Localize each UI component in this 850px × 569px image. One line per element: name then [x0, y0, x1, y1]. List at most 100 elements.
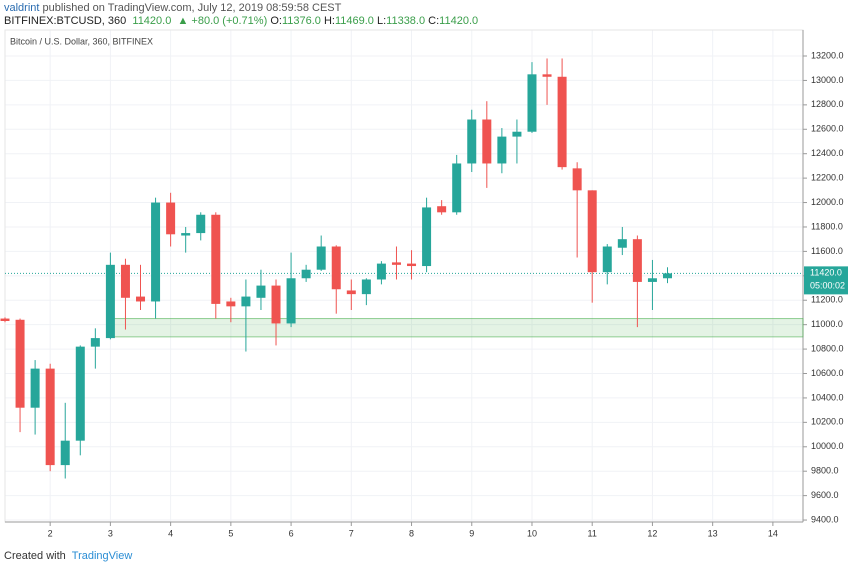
candle-body [211, 214, 221, 304]
symbol: BITFINEX:BTCUSD, 360 [4, 15, 127, 27]
countdown: 05:00:02 [810, 281, 845, 291]
ohlc-label: C: [428, 15, 440, 27]
candle-body [136, 296, 146, 302]
candle-body [602, 246, 612, 273]
y-tick-label: 10200.0 [811, 417, 844, 427]
candle-body [632, 239, 642, 282]
candle-body [527, 74, 537, 132]
price-label: 11420.0 [810, 268, 842, 278]
candle-body [105, 264, 115, 339]
x-tick-label: 6 [289, 528, 294, 538]
candle-body [301, 269, 311, 279]
support-zone [109, 318, 804, 338]
candle-body [196, 214, 206, 234]
candle-body [241, 296, 251, 307]
candle-body [617, 239, 627, 248]
x-tick-label: 10 [527, 528, 537, 538]
publish-line: valdrint published on TradingView.com, J… [4, 2, 341, 14]
footer-text: Created with [4, 550, 66, 562]
y-tick-label: 12600.0 [811, 124, 844, 134]
ohlc-value: 11376.0 [281, 15, 321, 27]
y-tick-label: 11000.0 [811, 319, 843, 329]
candle-body [90, 338, 100, 347]
published: published on TradingView.com, July 12, 2… [42, 2, 342, 14]
candle-body [316, 246, 326, 270]
x-tick-label: 4 [168, 528, 173, 538]
y-tick-label: 10800.0 [811, 343, 844, 353]
candle-body [407, 263, 417, 267]
candle-body [376, 263, 386, 280]
brand[interactable]: TradingView [71, 550, 133, 562]
x-tick-label: 14 [768, 528, 778, 538]
y-tick-label: 11800.0 [811, 221, 843, 231]
author: valdrint [4, 2, 40, 14]
candle-body [587, 190, 597, 273]
x-tick-label: 3 [108, 528, 113, 538]
ohlc-label: L: [376, 15, 387, 27]
candle-body [452, 163, 462, 213]
candle-body [15, 319, 25, 408]
y-tick-label: 11600.0 [811, 246, 843, 256]
candle-body [437, 206, 447, 213]
candle-body [572, 168, 582, 191]
candle-body [331, 246, 341, 290]
x-tick-label: 5 [228, 528, 233, 538]
footer: Created with TradingView [4, 550, 132, 562]
y-tick-label: 12200.0 [811, 173, 844, 183]
candle-body [120, 264, 130, 298]
ohlc-value: 11469.0 [334, 15, 374, 27]
candle-body [166, 202, 176, 235]
x-tick-label: 12 [647, 528, 657, 538]
chart: Bitcoin / U.S. Dollar, 360, BITFINEX 940… [0, 29, 848, 538]
candle-body [0, 318, 10, 321]
candle-body [346, 290, 356, 295]
chart-title: Bitcoin / U.S. Dollar, 360, BITFINEX [10, 36, 153, 46]
candle-body [45, 368, 55, 466]
candle-body [647, 278, 657, 282]
y-tick-label: 13200.0 [811, 50, 844, 60]
candle-body [181, 233, 191, 236]
candle-body [30, 368, 40, 408]
candle-body [422, 207, 432, 267]
last: 11420.0 [132, 15, 172, 27]
y-tick-label: 10000.0 [811, 441, 844, 451]
candle-body [256, 285, 266, 298]
candle-body [151, 202, 161, 302]
price-label-box [804, 266, 848, 295]
x-tick-label: 8 [409, 528, 414, 538]
candle-body [482, 119, 492, 164]
candle-body [226, 301, 236, 307]
y-tick-label: 9600.0 [811, 490, 839, 500]
y-tick-label: 12800.0 [811, 99, 844, 109]
candle-body [286, 278, 296, 324]
change: ▲ +80.0 (+0.71%) [177, 15, 268, 27]
candle-body [557, 76, 567, 168]
y-tick-label: 12000.0 [811, 197, 844, 207]
ohlc-label: O: [270, 15, 282, 27]
candle-body [467, 119, 477, 164]
candle-body [512, 131, 522, 137]
candle-body [75, 346, 85, 441]
y-tick-label: 13000.0 [811, 75, 844, 85]
x-tick-label: 7 [349, 528, 354, 538]
y-tick-label: 10600.0 [811, 368, 844, 378]
candle-body [271, 285, 281, 324]
x-tick-label: 13 [708, 528, 718, 538]
ohlc-label: H: [323, 15, 335, 27]
ohlc-value: 11338.0 [386, 15, 426, 27]
y-tick-label: 12400.0 [811, 148, 844, 158]
x-tick-label: 2 [48, 528, 53, 538]
x-tick-label: 9 [469, 528, 474, 538]
candle-body [662, 273, 672, 279]
candle-body [497, 136, 507, 164]
y-tick-label: 9400.0 [811, 514, 839, 524]
candle-body [60, 440, 70, 466]
y-tick-label: 9800.0 [811, 466, 839, 476]
candle-body [391, 262, 401, 265]
candle-body [542, 74, 552, 77]
y-tick-label: 10400.0 [811, 392, 844, 402]
ohlc-value: 11420.0 [439, 15, 479, 27]
y-tick-label: 11200.0 [811, 295, 843, 305]
x-tick-label: 11 [588, 528, 597, 538]
